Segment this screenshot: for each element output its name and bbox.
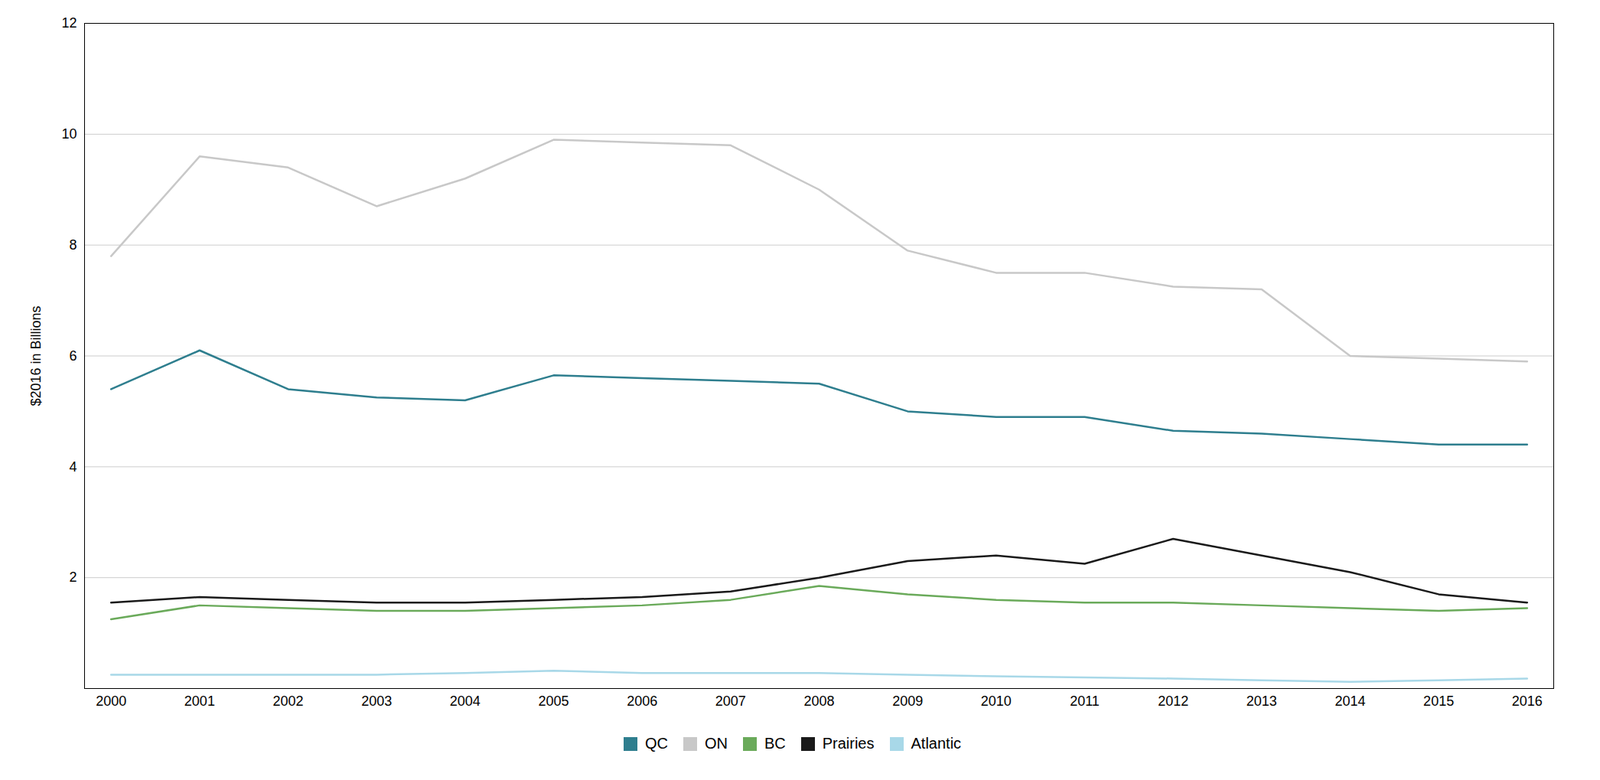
html-text:Atlantic: Atlantic xyxy=(910,734,962,752)
svg-text:12: 12 xyxy=(61,15,77,31)
svg-text:2012: 2012 xyxy=(1157,693,1189,709)
svg-text:2004: 2004 xyxy=(449,693,481,709)
svg-text:8: 8 xyxy=(68,237,77,253)
svg-text:2015: 2015 xyxy=(1423,693,1454,709)
svg-text:6: 6 xyxy=(68,348,77,364)
html-text:BC: BC xyxy=(764,734,786,752)
svg-text:2001: 2001 xyxy=(184,693,216,709)
svg-text:2016: 2016 xyxy=(1512,693,1543,709)
svg-text:2009: 2009 xyxy=(892,693,923,709)
svg-text:2010: 2010 xyxy=(980,693,1012,709)
svg-text:2006: 2006 xyxy=(626,693,658,709)
svg-text:2014: 2014 xyxy=(1334,693,1366,709)
svg-text:2011: 2011 xyxy=(1069,693,1100,709)
svg-text:2003: 2003 xyxy=(361,693,392,709)
svg-text:2005: 2005 xyxy=(537,693,569,709)
html-text:QC: QC xyxy=(644,734,668,752)
html-text:Prairies: Prairies xyxy=(822,734,875,752)
svg-text:$2016 in Billions: $2016 in Billions xyxy=(28,305,44,406)
html-text:ON: ON xyxy=(704,734,728,752)
svg-text:2002: 2002 xyxy=(273,693,304,709)
svg-text:2013: 2013 xyxy=(1246,693,1278,709)
svg-text:10: 10 xyxy=(61,126,77,142)
svg-text:2: 2 xyxy=(68,569,77,585)
svg-text:2000: 2000 xyxy=(95,693,127,709)
svg-text:4: 4 xyxy=(68,459,77,475)
svg-text:2007: 2007 xyxy=(715,693,747,709)
svg-text:2008: 2008 xyxy=(803,693,835,709)
